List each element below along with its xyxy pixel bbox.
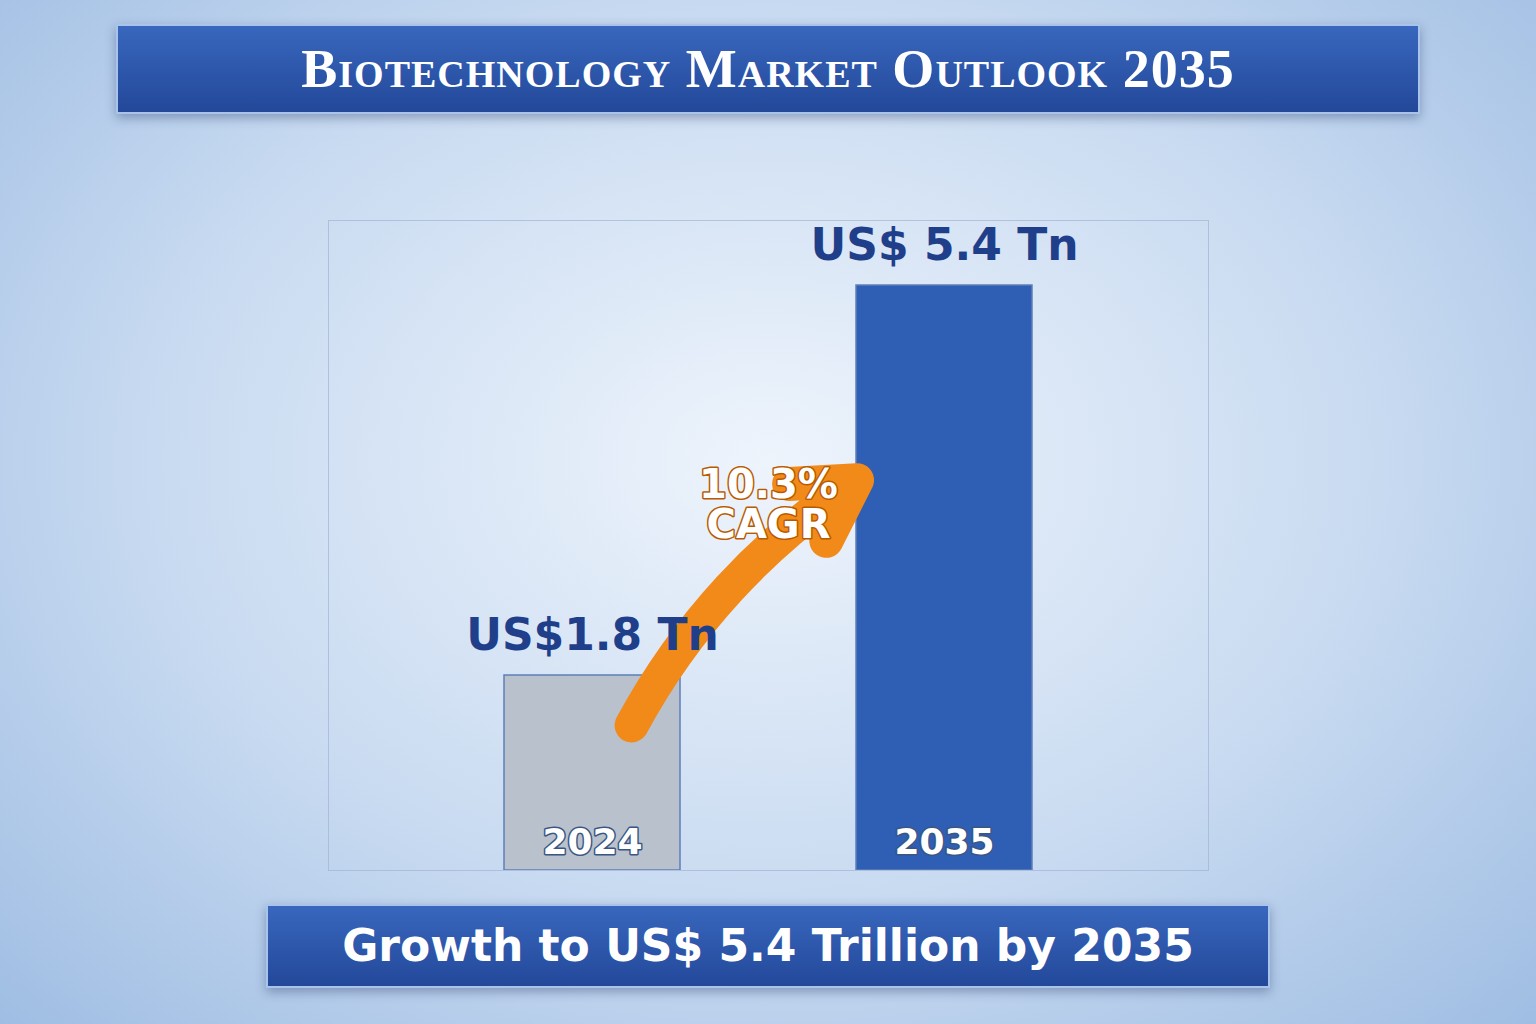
html-text:Biotechnology Market Outlook 2: Biotechnology Market Outlook 2035 [301,39,1235,99]
svg-text:2024: 2024 [542,821,642,862]
svg-text:10.3%CAGR: 10.3%CAGR [699,461,838,547]
html-text:Growth to US$ 5.4 Trillion by: Growth to US$ 5.4 Trillion by 2035 [342,920,1194,971]
svg-text:US$1.8 Tn: US$1.8 Tn [466,609,719,660]
svg-text:US$ 5.4 Tn: US$ 5.4 Tn [811,219,1079,270]
svg-text:2035: 2035 [894,821,994,862]
